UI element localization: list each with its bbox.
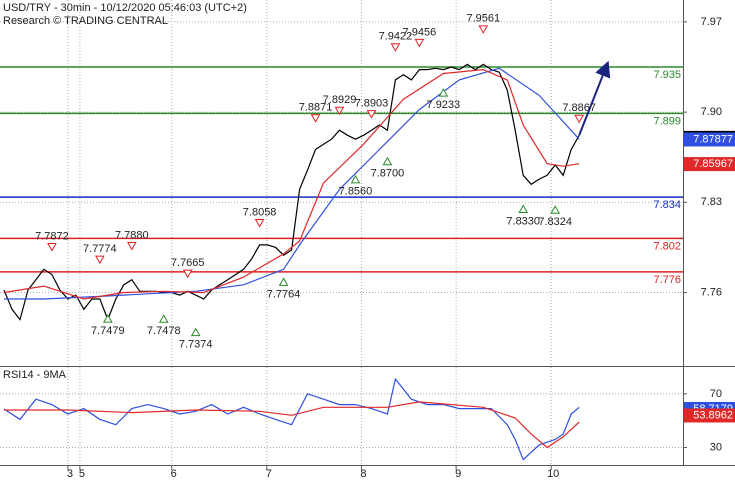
resistance-marker — [310, 114, 321, 123]
support-marker — [158, 314, 169, 323]
annotation-label: 7.9422 — [379, 31, 413, 43]
annotation-label: 7.7872 — [35, 230, 69, 242]
resistance-marker — [254, 219, 265, 228]
rsi-title: RSI14 - 9MA — [3, 369, 67, 381]
support-marker — [382, 156, 393, 166]
level-label: 7.899 — [653, 115, 681, 127]
x-tick-label: 3 — [67, 468, 73, 480]
annotation-label: 7.8700 — [371, 168, 405, 180]
x-tick-label: 9 — [455, 468, 461, 480]
resistance-marker — [126, 241, 137, 251]
annotation-label: 7.8058 — [243, 206, 277, 218]
annotation-label: 7.8330 — [506, 215, 540, 227]
y-tick-label: 70 — [710, 388, 722, 400]
resistance-marker — [334, 106, 345, 116]
support-marker — [438, 88, 449, 97]
price-tag — [684, 408, 735, 423]
x-tick-label: 10 — [547, 468, 559, 480]
annotation-label: 7.9561 — [466, 13, 500, 25]
annotation-label: 7.8903 — [355, 98, 389, 110]
price-tag-label: 7.85967 — [693, 158, 733, 170]
level-label: 7.776 — [653, 274, 681, 286]
y-tick-label: 7.90 — [701, 106, 722, 118]
series-line — [4, 67, 580, 300]
y-tick-label: 7.76 — [701, 286, 722, 298]
y-tick-label: 7.97 — [701, 16, 722, 28]
annotation-label: 7.7665 — [171, 257, 205, 269]
annotation-label: 7.7774 — [83, 243, 117, 255]
annotation-label: 7.8560 — [339, 186, 373, 198]
level-label: 7.834 — [653, 199, 681, 211]
resistance-marker — [478, 25, 489, 34]
support-marker — [518, 204, 529, 213]
forecast-arrow — [578, 60, 611, 136]
series-line — [3, 63, 580, 322]
support-marker — [102, 314, 113, 323]
resistance-marker — [94, 255, 105, 265]
resistance-marker — [47, 242, 57, 252]
level-label: 7.935 — [653, 69, 681, 81]
x-tick-label: 7 — [266, 468, 272, 480]
price-tag-label: 7.87877 — [693, 133, 733, 145]
x-tick-label: 5 — [79, 468, 85, 480]
annotation-label: 7.8867 — [562, 102, 596, 114]
resistance-marker — [182, 269, 193, 279]
support-marker — [278, 277, 289, 286]
price-tag — [684, 132, 735, 147]
y-tick-label: 7.83 — [701, 196, 722, 208]
annotation-label: 7.7880 — [115, 229, 149, 241]
resistance-marker — [574, 114, 585, 124]
price-tag-label: 53.8962 — [693, 409, 733, 421]
support-marker — [190, 327, 201, 337]
x-tick-label: 6 — [171, 468, 177, 480]
support-marker — [350, 174, 361, 184]
resistance-marker — [390, 43, 401, 52]
x-tick-label: 8 — [360, 468, 366, 480]
price-tag — [684, 157, 735, 172]
chart-subtitle: Research © TRADING CENTRAL — [3, 15, 168, 27]
support-marker — [550, 205, 561, 214]
series-line — [4, 401, 580, 449]
annotation-label: 7.7374 — [179, 339, 213, 351]
series-line — [3, 68, 580, 300]
y-tick-label: 30 — [710, 441, 722, 453]
annotation-label: 7.9456 — [403, 26, 437, 38]
annotation-label: 7.8871 — [299, 102, 333, 114]
annotation-label: 7.7764 — [267, 288, 301, 300]
annotation-label: 7.9233 — [427, 99, 461, 111]
level-label: 7.802 — [653, 240, 681, 252]
annotation-label: 7.7478 — [147, 325, 181, 337]
resistance-marker — [414, 38, 425, 48]
annotation-label: 7.8929 — [323, 94, 357, 106]
annotation-label: 7.7479 — [91, 325, 125, 337]
chart-title: USD/TRY - 30min - 10/12/2020 05:46:03 (U… — [3, 2, 247, 14]
annotation-label: 7.8324 — [538, 216, 572, 228]
series-line — [3, 377, 580, 461]
resistance-marker — [366, 110, 377, 119]
